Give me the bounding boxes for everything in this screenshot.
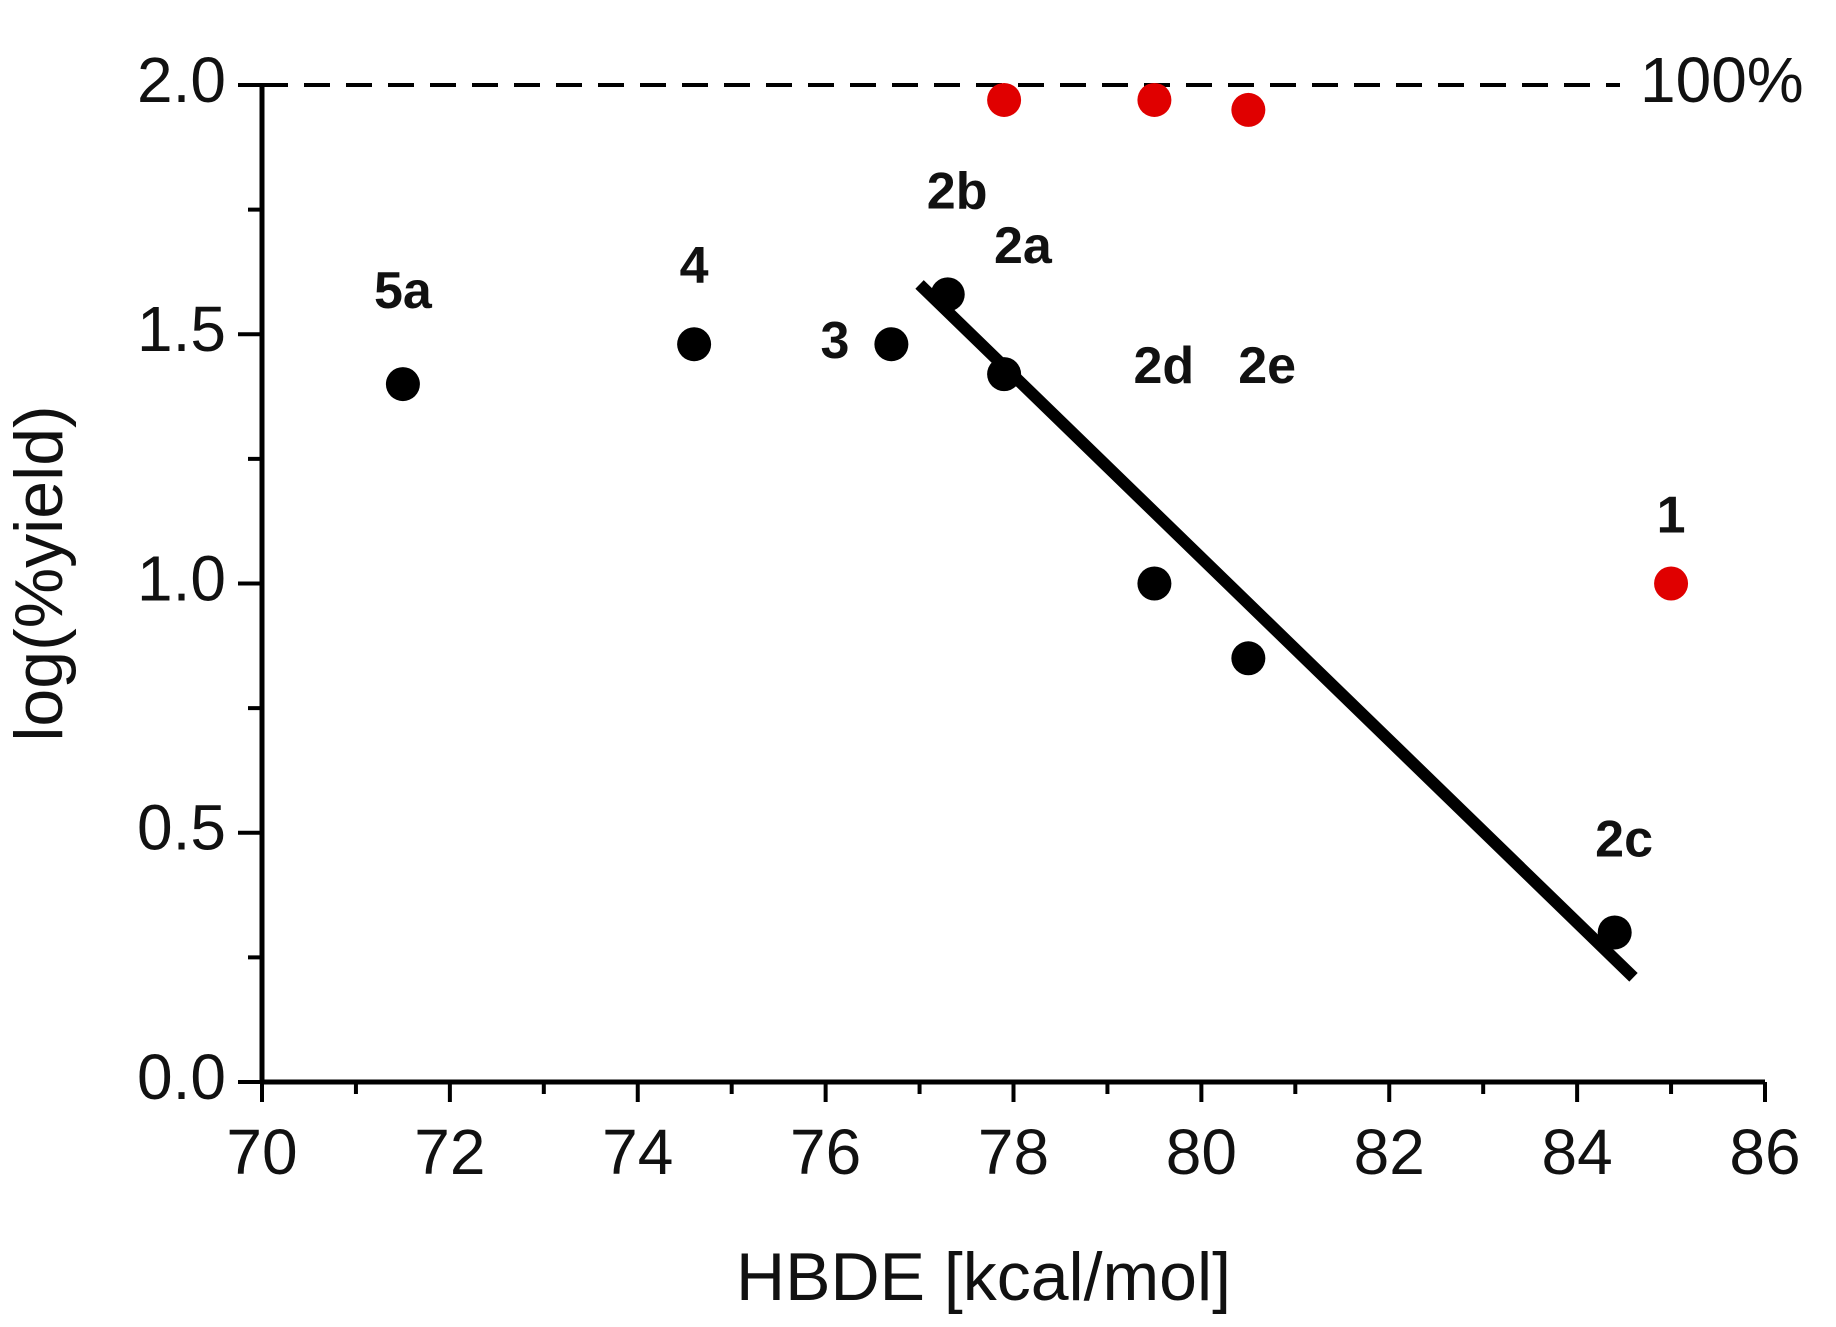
x-tick-label: 72	[414, 1116, 485, 1188]
red-data-point	[1654, 566, 1689, 601]
y-axis-title: log(%yield)	[1, 405, 77, 741]
point-label: 2c	[1595, 810, 1653, 868]
x-axis-title: HBDE [kcal/mol]	[736, 1239, 1231, 1315]
black-data-point	[677, 327, 712, 362]
red-data-point	[1137, 82, 1172, 117]
y-ticks: 0.0 0.5 1.0 1.5 2.0	[137, 44, 262, 1113]
reference-line-group: 100%	[262, 44, 1804, 116]
y-tick-label: 1.5	[137, 293, 226, 365]
fit-line	[915, 280, 1638, 982]
y-tick-label: 1.0	[137, 542, 226, 614]
x-ticks: 70 72 74 76 78 80 82 84 86	[226, 1082, 1801, 1188]
x-tick-label: 84	[1542, 1116, 1613, 1188]
point-label: 1	[1657, 486, 1686, 544]
black-data-point	[874, 327, 909, 362]
x-tick-label: 76	[790, 1116, 861, 1188]
data-points	[385, 82, 1689, 950]
fit-line-group	[915, 280, 1638, 982]
point-label: 5a	[374, 262, 433, 320]
x-tick-label: 82	[1354, 1116, 1425, 1188]
point-label: 3	[821, 312, 850, 370]
black-data-point	[1137, 566, 1172, 601]
point-label: 4	[680, 237, 709, 295]
x-tick-label: 70	[226, 1116, 297, 1188]
black-data-point	[1231, 641, 1266, 676]
point-label: 2a	[994, 217, 1053, 275]
y-tick-label: 0.5	[137, 792, 226, 864]
black-data-point	[1597, 915, 1632, 950]
y-tick-label: 2.0	[137, 44, 226, 116]
red-data-point	[1231, 92, 1266, 127]
reference-line-label: 100%	[1640, 44, 1804, 116]
x-tick-label: 86	[1729, 1116, 1800, 1188]
red-data-point	[987, 82, 1022, 117]
point-label: 2b	[927, 162, 988, 220]
point-label: 2e	[1238, 337, 1296, 395]
x-tick-label: 80	[1166, 1116, 1237, 1188]
black-data-point	[930, 277, 965, 312]
x-tick-label: 74	[602, 1116, 673, 1188]
black-data-point	[385, 367, 420, 402]
black-data-point	[987, 357, 1022, 392]
x-tick-label: 78	[978, 1116, 1049, 1188]
y-tick-label: 0.0	[137, 1041, 226, 1113]
point-label: 2d	[1133, 337, 1194, 395]
